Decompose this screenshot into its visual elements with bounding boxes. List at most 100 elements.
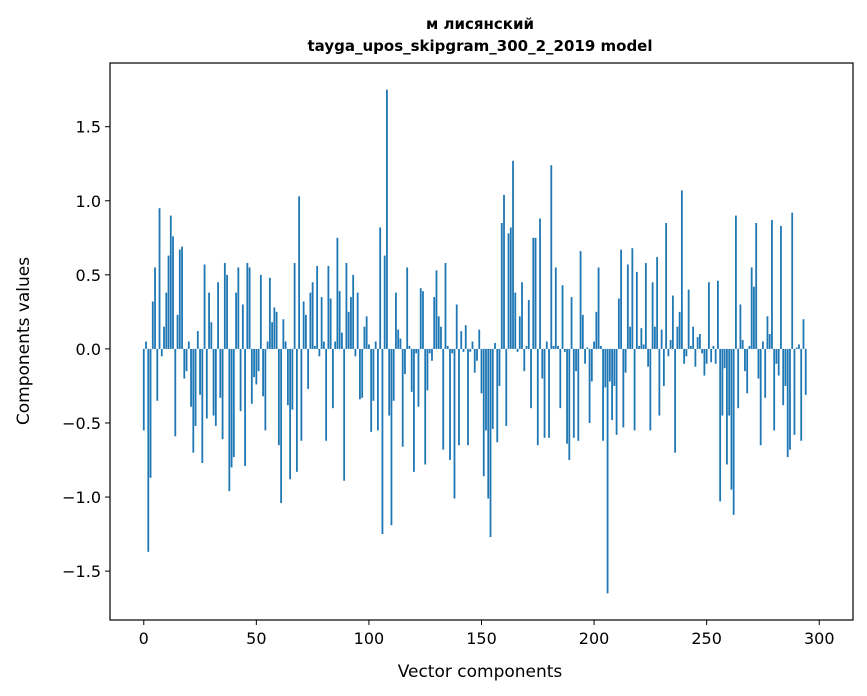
bar bbox=[741, 340, 744, 349]
bar bbox=[532, 237, 535, 349]
bar bbox=[413, 348, 415, 472]
bar bbox=[401, 348, 404, 447]
bar bbox=[489, 348, 492, 538]
bar bbox=[151, 301, 154, 349]
bar bbox=[293, 262, 296, 349]
bar bbox=[491, 348, 494, 429]
bar bbox=[327, 265, 330, 349]
y-axis-label: Components values bbox=[14, 257, 34, 425]
bar bbox=[662, 348, 665, 386]
bar bbox=[561, 285, 564, 349]
bar bbox=[464, 325, 467, 349]
bar bbox=[410, 348, 413, 392]
bar bbox=[253, 348, 255, 378]
bar bbox=[766, 316, 769, 349]
bar bbox=[575, 348, 577, 372]
bar bbox=[307, 348, 310, 389]
y-tick-label: −1.0 bbox=[62, 488, 101, 507]
bar bbox=[372, 348, 375, 401]
bar bbox=[685, 348, 688, 357]
bar bbox=[710, 348, 713, 363]
bar bbox=[241, 304, 244, 349]
bar bbox=[446, 345, 449, 349]
bar bbox=[298, 196, 301, 349]
bar bbox=[473, 348, 476, 373]
bar bbox=[262, 348, 264, 397]
bar bbox=[687, 289, 690, 349]
bar bbox=[442, 348, 445, 450]
bar bbox=[280, 348, 283, 503]
bar bbox=[203, 264, 206, 349]
bar bbox=[624, 348, 627, 373]
bar bbox=[719, 348, 722, 502]
bar bbox=[669, 340, 672, 349]
bar bbox=[784, 348, 787, 386]
bar bbox=[620, 249, 622, 349]
bar bbox=[422, 291, 424, 349]
bar bbox=[232, 348, 235, 458]
bar bbox=[167, 255, 170, 349]
y-axis-ticks: −1.5 −1.0 −0.5 0.0 0.5 1.0 1.5 bbox=[62, 118, 110, 581]
bar bbox=[374, 341, 377, 349]
bar bbox=[548, 348, 550, 438]
bar bbox=[255, 348, 258, 385]
bar bbox=[480, 348, 483, 394]
bar bbox=[453, 348, 456, 499]
bar bbox=[300, 348, 303, 441]
bar bbox=[313, 345, 316, 349]
bar bbox=[791, 212, 794, 349]
bar bbox=[163, 326, 165, 349]
bar bbox=[554, 267, 557, 349]
bar bbox=[656, 257, 659, 349]
bar bbox=[264, 348, 267, 431]
bar bbox=[750, 267, 753, 349]
bar bbox=[444, 262, 447, 349]
bar bbox=[185, 348, 188, 372]
bar bbox=[744, 348, 746, 372]
bar bbox=[568, 348, 571, 461]
bar bbox=[311, 282, 314, 349]
bar bbox=[581, 314, 584, 349]
bar bbox=[649, 348, 652, 431]
bar bbox=[273, 307, 276, 349]
bar bbox=[277, 348, 280, 446]
bar bbox=[658, 348, 661, 416]
bar bbox=[773, 348, 776, 431]
bar bbox=[336, 237, 339, 349]
bar bbox=[550, 165, 553, 349]
bar bbox=[354, 348, 357, 357]
bar bbox=[334, 341, 337, 349]
bar bbox=[154, 267, 156, 349]
y-tick-label: 0.5 bbox=[76, 266, 101, 285]
bar bbox=[503, 194, 505, 349]
bar bbox=[318, 348, 321, 357]
bar bbox=[633, 348, 636, 431]
bar bbox=[142, 348, 145, 431]
bar bbox=[599, 345, 602, 349]
bar bbox=[156, 348, 159, 401]
bar bbox=[694, 348, 697, 367]
bar bbox=[804, 348, 807, 395]
bar bbox=[246, 262, 249, 349]
bar bbox=[629, 326, 631, 349]
bar bbox=[397, 329, 400, 349]
y-tick-label: −1.5 bbox=[62, 562, 101, 581]
y-tick-label: 1.0 bbox=[76, 192, 101, 211]
bar bbox=[800, 348, 803, 441]
bar bbox=[509, 227, 512, 349]
bar bbox=[169, 215, 172, 349]
bar bbox=[563, 348, 566, 352]
bar bbox=[604, 348, 607, 388]
bar bbox=[705, 348, 708, 364]
bar bbox=[268, 277, 271, 349]
bar bbox=[588, 348, 591, 423]
bar bbox=[244, 348, 246, 466]
bar bbox=[611, 348, 613, 421]
bar bbox=[593, 341, 595, 349]
bar bbox=[487, 348, 490, 499]
bar bbox=[284, 341, 287, 349]
bar bbox=[692, 326, 695, 349]
chart-title: м лисянский bbox=[426, 15, 534, 33]
bar bbox=[494, 342, 496, 349]
